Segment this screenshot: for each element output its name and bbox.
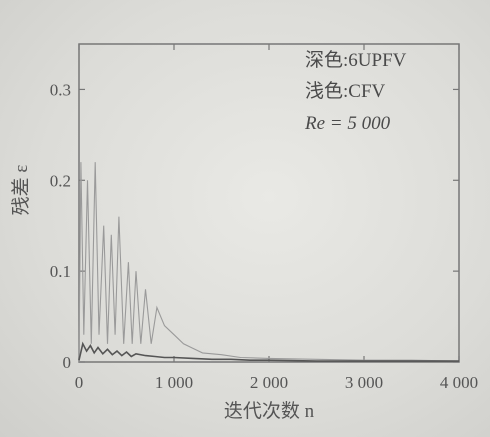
x-tick-label: 1 000 [155, 373, 193, 392]
plot-frame [78, 43, 460, 363]
y-tick-label: 0.2 [50, 171, 71, 190]
series-line-dark [78, 341, 459, 362]
x-tick-label: 4 000 [440, 373, 478, 392]
annotation-dark: 深色:6UPFV [305, 49, 407, 71]
annotation-light: 浅色:CFV [305, 80, 386, 102]
x-tick-label: 0 [75, 373, 84, 392]
x-axis-label: 迭代次数 n [224, 400, 315, 422]
x-tick-label: 2 000 [250, 373, 288, 392]
series-line-light [78, 162, 460, 363]
y-tick-label: 0 [63, 353, 72, 372]
y-tick-label: 0.1 [50, 262, 71, 281]
x-tick-label: 3 000 [345, 373, 383, 392]
annotation-reynolds: Re = 5 000 [304, 113, 391, 134]
y-tick-label: 0.3 [50, 80, 71, 99]
y-axis-label: 残差 ε [10, 165, 32, 216]
